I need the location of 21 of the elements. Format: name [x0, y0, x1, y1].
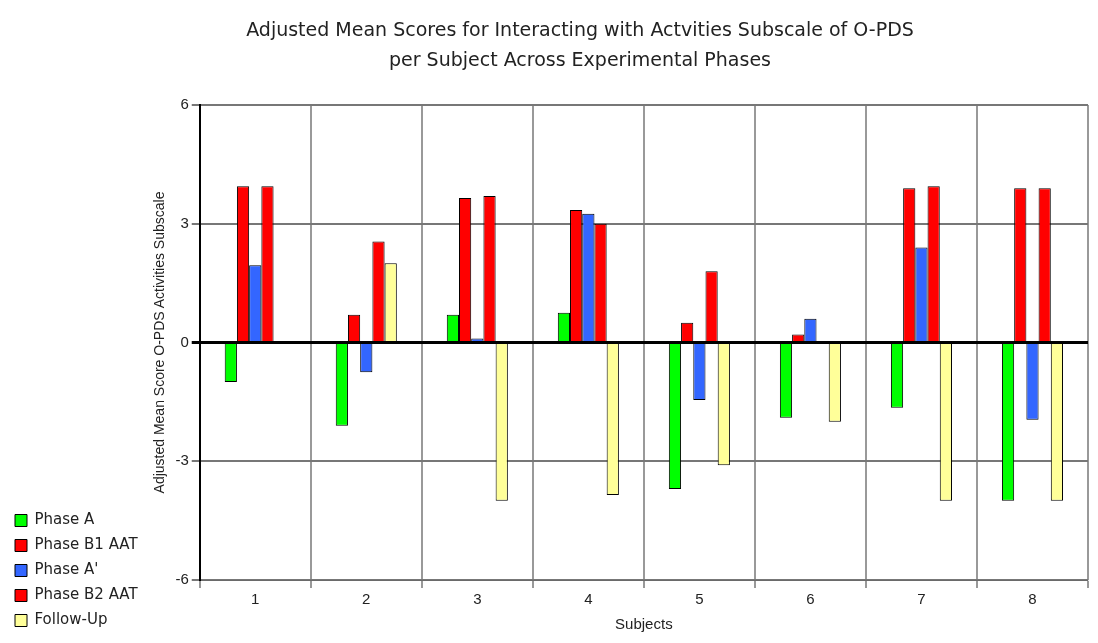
- y-tick-label: 3: [180, 213, 189, 231]
- y-tick-label: 0: [180, 332, 189, 350]
- legend-label: Phase B1 AAT: [34, 535, 139, 554]
- legend-label: Follow-Up: [34, 610, 108, 629]
- x-tick-label: 3: [473, 590, 482, 608]
- legend-label: Phase A': [34, 560, 99, 579]
- x-tick-label: 8: [1028, 590, 1037, 608]
- x-axis-title: Subjects: [615, 615, 673, 633]
- y-tick-label: -3: [175, 451, 189, 469]
- chart-title: Adjusted Mean Scores for Interacting with Actvities Subscale of O-PDS per Subject Across Experimental Phases: [245, 17, 915, 72]
- x-tick-label: 4: [584, 590, 593, 608]
- legend-label: Phase A: [34, 510, 96, 529]
- y-tick-label: -6: [175, 570, 189, 588]
- y-axis-title: Adjusted Mean Score O-PDS Activities Subscale: [150, 191, 167, 494]
- x-tick-label: 6: [806, 590, 815, 608]
- x-tick-label: 2: [362, 590, 371, 608]
- x-tick-label: 1: [251, 590, 260, 608]
- legend-label: Phase B2 AAT: [34, 585, 139, 604]
- y-tick-label: 6: [180, 95, 189, 113]
- x-tick-label: 7: [917, 590, 926, 608]
- x-tick-label: 5: [695, 590, 704, 608]
